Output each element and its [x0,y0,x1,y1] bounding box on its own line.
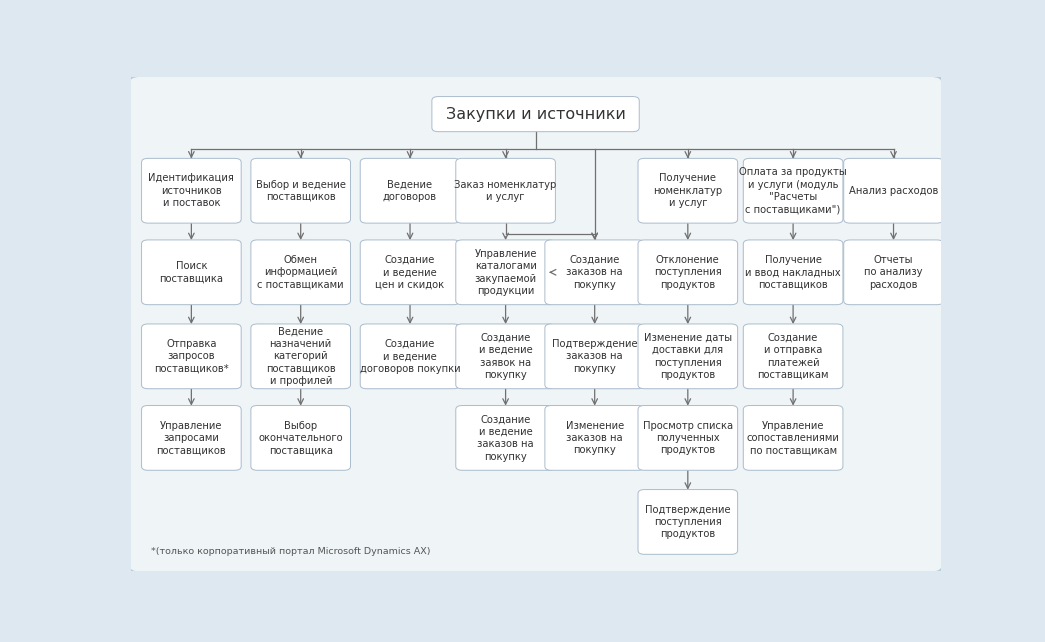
FancyBboxPatch shape [638,490,738,554]
FancyBboxPatch shape [251,406,350,471]
Text: Создание
и ведение
цен и скидок: Создание и ведение цен и скидок [375,255,444,290]
Text: Изменение
заказов на
покупку: Изменение заказов на покупку [565,421,624,455]
FancyBboxPatch shape [251,159,350,223]
FancyBboxPatch shape [251,240,350,305]
FancyBboxPatch shape [141,240,241,305]
Text: Получение
и ввод накладных
поставщиков: Получение и ввод накладных поставщиков [745,255,841,290]
FancyBboxPatch shape [544,406,645,471]
Text: Управление
сопоставлениями
по поставщикам: Управление сопоставлениями по поставщика… [747,421,839,455]
FancyBboxPatch shape [544,324,645,388]
Text: Выбор и ведение
поставщиков: Выбор и ведение поставщиков [256,180,346,202]
Text: Идентификация
источников
и поставок: Идентификация источников и поставок [148,173,234,208]
FancyBboxPatch shape [456,406,555,471]
FancyBboxPatch shape [456,159,555,223]
Text: Ведение
назначений
категорий
поставщиков
и профилей: Ведение назначений категорий поставщиков… [265,327,335,386]
FancyBboxPatch shape [432,96,640,132]
FancyBboxPatch shape [638,159,738,223]
FancyBboxPatch shape [544,240,645,305]
Text: *(только корпоративный портал Microsoft Dynamics AX): *(только корпоративный портал Microsoft … [150,546,431,555]
Text: Анализ расходов: Анализ расходов [849,186,938,196]
FancyBboxPatch shape [638,406,738,471]
FancyBboxPatch shape [456,240,555,305]
Text: Создание
и ведение
заказов на
покупку: Создание и ведение заказов на покупку [478,414,534,462]
FancyBboxPatch shape [843,159,944,223]
FancyBboxPatch shape [456,324,555,388]
Text: Подтверждение
поступления
продуктов: Подтверждение поступления продуктов [645,505,730,539]
Text: Создание
и отправка
платежей
поставщикам: Создание и отправка платежей поставщикам [758,333,829,380]
Text: Отчеты
по анализу
расходов: Отчеты по анализу расходов [864,255,923,290]
Text: Поиск
поставщика: Поиск поставщика [160,261,224,284]
Text: Создание
заказов на
покупку: Создание заказов на покупку [566,255,623,290]
FancyBboxPatch shape [141,159,241,223]
Text: Управление
запросами
поставщиков: Управление запросами поставщиков [157,421,226,455]
Text: Просмотр списка
полученных
продуктов: Просмотр списка полученных продуктов [643,421,733,455]
Text: Управление
каталогами
закупаемой
продукции: Управление каталогами закупаемой продукц… [474,248,537,296]
Text: Подтверждение
заказов на
покупку: Подтверждение заказов на покупку [552,339,637,374]
FancyBboxPatch shape [638,324,738,388]
Text: Ведение
договоров: Ведение договоров [382,180,437,202]
FancyBboxPatch shape [743,240,843,305]
FancyBboxPatch shape [251,324,350,388]
Text: Оплата за продукты
и услуги (модуль
"Расчеты
с поставщиками"): Оплата за продукты и услуги (модуль "Рас… [739,167,847,214]
FancyBboxPatch shape [743,406,843,471]
FancyBboxPatch shape [141,406,241,471]
FancyBboxPatch shape [843,240,944,305]
FancyBboxPatch shape [743,159,843,223]
Text: Заказ номенклатур
и услуг: Заказ номенклатур и услуг [455,180,557,202]
FancyBboxPatch shape [743,324,843,388]
FancyBboxPatch shape [141,324,241,388]
Text: Обмен
информацией
с поставщиками: Обмен информацией с поставщиками [257,255,344,290]
FancyBboxPatch shape [638,240,738,305]
Text: Изменение даты
доставки для
поступления
продуктов: Изменение даты доставки для поступления … [644,333,732,380]
Text: Выбор
окончательного
поставщика: Выбор окончательного поставщика [258,421,343,455]
Text: Закупки и источники: Закупки и источники [445,107,626,121]
FancyBboxPatch shape [361,324,460,388]
Text: Получение
номенклатур
и услуг: Получение номенклатур и услуг [653,173,722,208]
Text: Отправка
запросов
поставщиков*: Отправка запросов поставщиков* [154,339,229,374]
FancyBboxPatch shape [129,76,943,573]
Text: Создание
и ведение
заявок на
покупку: Создание и ведение заявок на покупку [479,333,533,380]
Text: Отклонение
поступления
продуктов: Отклонение поступления продуктов [654,255,722,290]
FancyBboxPatch shape [361,240,460,305]
FancyBboxPatch shape [361,159,460,223]
Text: Создание
и ведение
договоров покупки: Создание и ведение договоров покупки [359,339,461,374]
